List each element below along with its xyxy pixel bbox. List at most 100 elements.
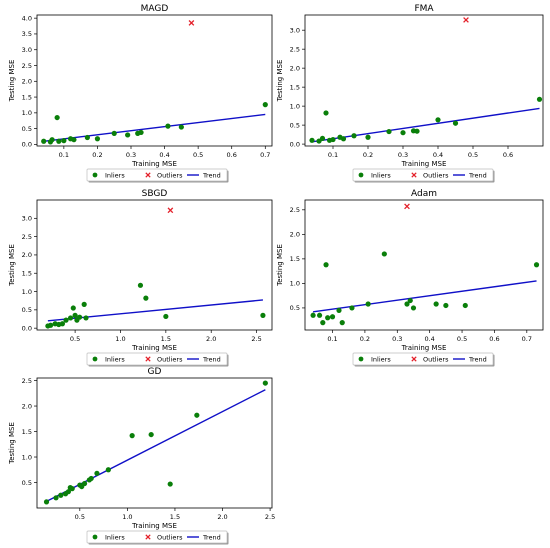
y-tick-label: 3.0 bbox=[22, 46, 32, 54]
inlier-point bbox=[125, 132, 131, 138]
inlier-point bbox=[400, 130, 406, 136]
y-tick-label: 0.5 bbox=[22, 479, 32, 487]
y-tick-label: 2.5 bbox=[22, 62, 32, 70]
y-tick-label: 2.5 bbox=[22, 377, 32, 385]
inlier-point bbox=[323, 262, 329, 268]
legend-inlier-marker bbox=[92, 172, 98, 178]
legend-inlier-marker bbox=[92, 534, 98, 540]
chart-title: Adam bbox=[411, 189, 437, 199]
inlier-point bbox=[43, 499, 50, 505]
y-tick-label: 1.5 bbox=[290, 83, 300, 91]
y-tick-label: 1.5 bbox=[22, 428, 32, 436]
y-tick-label: 1.5 bbox=[22, 93, 32, 101]
x-tick-label: 0.1 bbox=[59, 151, 69, 159]
inlier-point bbox=[94, 136, 101, 142]
legend-trend-label: Trend bbox=[202, 355, 221, 363]
y-axis-label: Testing MSE bbox=[276, 60, 284, 103]
y-tick-label: 2.0 bbox=[290, 231, 300, 239]
inlier-point bbox=[323, 110, 329, 116]
x-axis-label: Training MSE bbox=[131, 344, 177, 352]
inlier-point bbox=[262, 380, 268, 386]
x-tick-label: 2.0 bbox=[206, 335, 216, 343]
legend-trend-label: Trend bbox=[202, 171, 221, 179]
legend: Inliers Outliers Trend bbox=[352, 168, 495, 183]
y-tick-label: 2.0 bbox=[22, 78, 32, 86]
plot-frame bbox=[36, 14, 273, 147]
inlier-point bbox=[41, 138, 47, 144]
inlier-point bbox=[88, 475, 94, 482]
legend-inlier-marker bbox=[358, 172, 364, 178]
y-tick-label: 1.0 bbox=[22, 453, 32, 461]
inlier-point bbox=[329, 314, 336, 320]
x-tick-label: 0.6 bbox=[503, 151, 513, 159]
legend-inliers-label: Inliers bbox=[371, 171, 391, 179]
y-tick-label: 1.5 bbox=[22, 270, 32, 278]
inlier-point bbox=[148, 431, 154, 438]
inlier-point bbox=[71, 137, 77, 143]
outlier-point bbox=[188, 20, 195, 26]
x-tick-label: 0.5 bbox=[75, 513, 85, 521]
plot-frame bbox=[304, 199, 544, 331]
y-tick-label: 4.0 bbox=[22, 14, 32, 22]
inlier-point bbox=[58, 492, 64, 498]
inlier-point bbox=[49, 137, 55, 143]
y-tick-label: 1.0 bbox=[290, 280, 300, 288]
inlier-point bbox=[61, 138, 67, 144]
inlier-point bbox=[410, 305, 417, 311]
y-axis-label: Testing MSE bbox=[8, 422, 16, 465]
inlier-point bbox=[340, 136, 347, 142]
y-tick-label: 0.5 bbox=[22, 306, 32, 314]
inlier-point bbox=[194, 412, 200, 418]
plot-frame bbox=[36, 377, 273, 509]
legend-outlier-marker bbox=[145, 356, 151, 362]
x-tick-label: 1.0 bbox=[122, 513, 132, 521]
y-tick-label: 2.0 bbox=[290, 64, 300, 72]
inlier-point bbox=[105, 467, 111, 473]
legend-outlier-marker bbox=[145, 534, 151, 540]
x-axis-label: Training MSE bbox=[131, 522, 177, 530]
outlier-point bbox=[404, 203, 410, 210]
inlier-point bbox=[452, 120, 459, 126]
inlier-point bbox=[167, 481, 173, 487]
inlier-point bbox=[138, 129, 144, 136]
x-tick-label: 1.0 bbox=[115, 335, 125, 343]
plot-frame bbox=[36, 199, 273, 331]
y-tick-label: 3.0 bbox=[290, 26, 300, 34]
inlier-point bbox=[319, 135, 326, 142]
inlier-point bbox=[67, 315, 74, 321]
inlier-point bbox=[137, 282, 144, 288]
x-axis-label: Training MSE bbox=[131, 160, 177, 168]
chart-panel-4: Adam 0.1 0.2 0.3 0.4 0.5 0.6 0.7 0.5 1.0 1.5 2.0 2.5… bbox=[276, 189, 544, 367]
x-tick-label: 0.2 bbox=[92, 151, 102, 159]
outlier-point bbox=[463, 17, 469, 23]
inlier-point bbox=[72, 312, 78, 318]
legend-trend-label: Trend bbox=[468, 171, 487, 179]
legend-outliers-label: Outliers bbox=[423, 355, 449, 363]
y-axis-label: Testing MSE bbox=[8, 244, 16, 287]
x-tick-label: 0.7 bbox=[260, 151, 270, 159]
inlier-point bbox=[316, 312, 323, 318]
y-tick-label: 1.5 bbox=[290, 255, 300, 263]
inlier-point bbox=[54, 114, 60, 121]
y-tick-label: 2.0 bbox=[22, 402, 32, 410]
x-tick-label: 0.5 bbox=[468, 151, 478, 159]
inlier-point bbox=[94, 470, 100, 476]
inlier-point bbox=[435, 117, 441, 123]
inlier-point bbox=[386, 128, 392, 135]
y-tick-label: 3.5 bbox=[22, 30, 32, 38]
x-tick-label: 0.1 bbox=[327, 335, 337, 343]
y-tick-label: 3.0 bbox=[22, 215, 32, 223]
inlier-point bbox=[111, 130, 117, 136]
x-tick-label: 0.3 bbox=[398, 151, 408, 159]
y-tick-label: 2.5 bbox=[290, 45, 300, 53]
x-tick-label: 0.4 bbox=[424, 335, 434, 343]
inlier-point bbox=[83, 315, 89, 321]
inlier-point bbox=[536, 96, 543, 102]
y-tick-label: 0.5 bbox=[22, 125, 32, 133]
y-tick-label: 0.5 bbox=[290, 304, 300, 312]
inlier-point bbox=[349, 305, 355, 311]
x-tick-label: 0.4 bbox=[159, 151, 169, 159]
inlier-point bbox=[143, 295, 149, 301]
y-axis-label: Testing MSE bbox=[276, 244, 284, 287]
x-tick-label: 2.5 bbox=[251, 335, 261, 343]
